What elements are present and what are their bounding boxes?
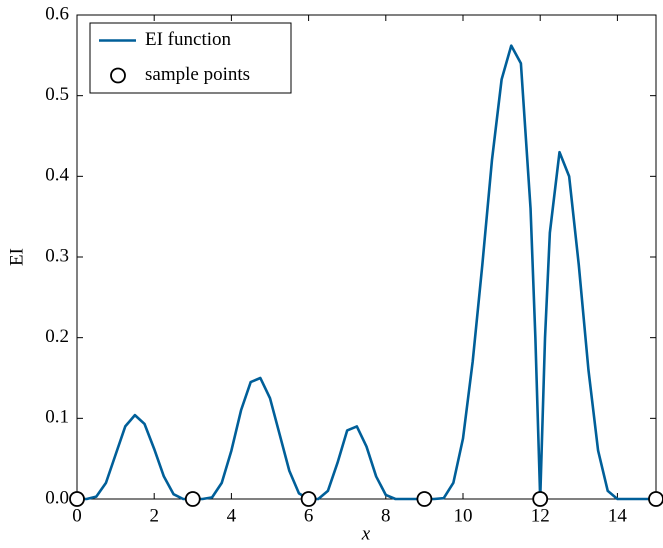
x-tick-label: 0 [72, 505, 82, 526]
y-tick-label: 0.1 [45, 407, 69, 428]
legend-label: sample points [145, 64, 250, 85]
sample-point [184, 491, 201, 507]
x-tick-label: 14 [608, 505, 628, 526]
x-tick-label: 4 [227, 505, 237, 526]
y-tick-label: 0.3 [45, 245, 69, 266]
ei-line [77, 44, 656, 501]
sample-point [532, 491, 549, 507]
legend-marker [110, 67, 126, 84]
x-tick-label: 10 [454, 505, 473, 526]
y-tick-label: 0.0 [45, 487, 69, 508]
y-axis-label: EI [6, 248, 27, 266]
y-tick-label: 0.6 [45, 3, 69, 24]
legend-label: EI function [145, 29, 232, 50]
y-tick-label: 0.5 [45, 84, 69, 105]
x-tick-label: 2 [149, 505, 159, 526]
sample-point [416, 491, 433, 507]
x-tick-label: 6 [304, 505, 314, 526]
sample-point [69, 491, 85, 507]
legend-box [89, 22, 292, 94]
x-tick-label: 12 [531, 505, 550, 526]
sample-point [648, 491, 663, 507]
plot-frame [76, 14, 657, 500]
x-tick-label: 8 [381, 505, 391, 526]
y-tick-label: 0.4 [45, 165, 69, 186]
x-axis-label: x [361, 523, 371, 544]
y-tick-label: 0.2 [45, 326, 69, 347]
sample-point [300, 491, 317, 507]
